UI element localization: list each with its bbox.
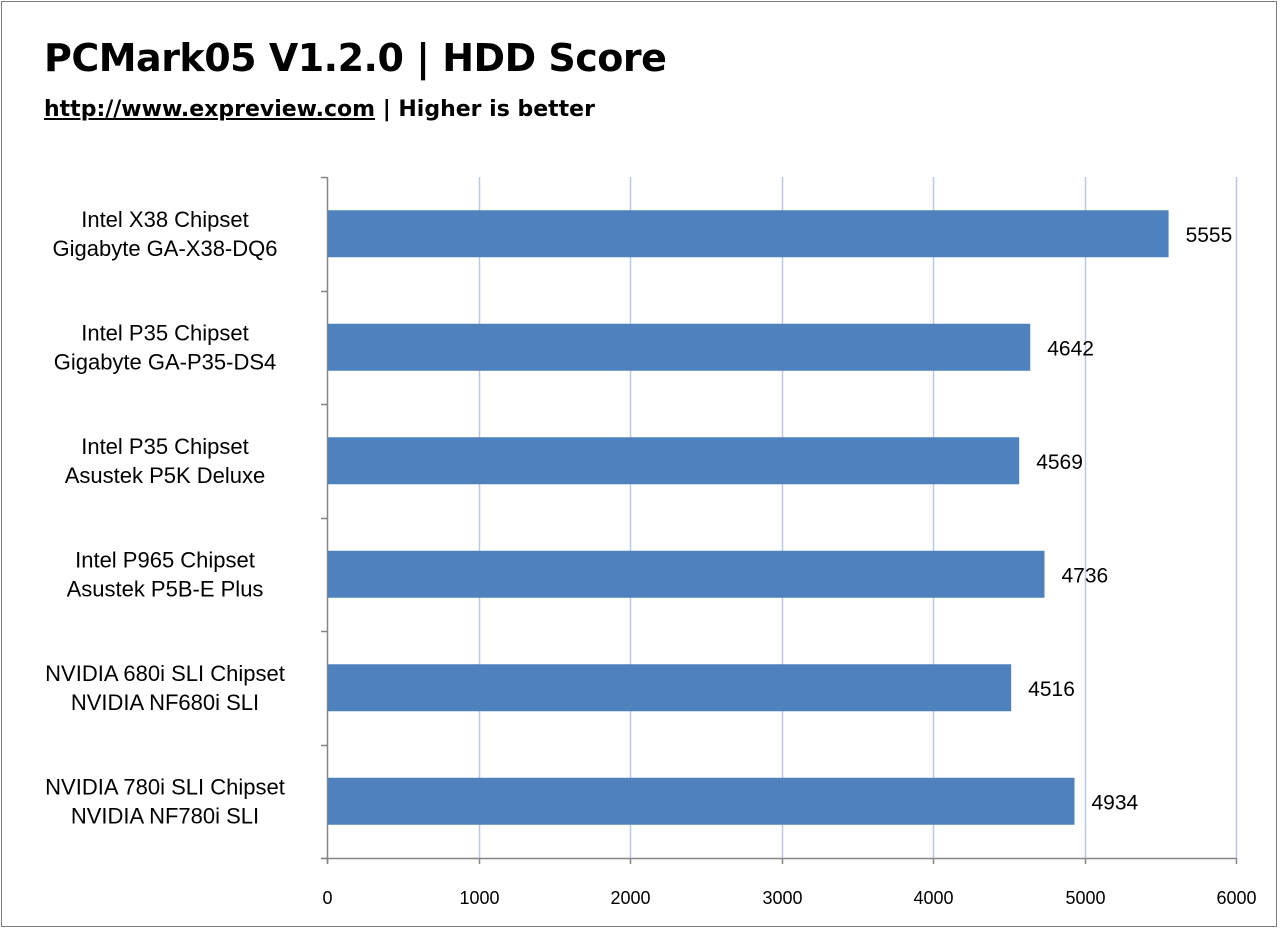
category-label: Asustek P5K Deluxe (65, 463, 266, 488)
x-tick-label: 3000 (762, 888, 802, 908)
bar[interactable] (328, 323, 1031, 371)
category-label: Intel P35 Chipset (81, 434, 249, 459)
category-label: Gigabyte GA-X38-DQ6 (53, 236, 278, 261)
x-tick-label: 2000 (610, 888, 650, 908)
bar[interactable] (328, 550, 1045, 598)
category-label: Gigabyte GA-P35-DS4 (54, 349, 277, 374)
bar[interactable] (328, 210, 1169, 258)
data-label: 4736 (1062, 564, 1109, 587)
category-label: NVIDIA NF780i SLI (71, 803, 259, 828)
category-label: NVIDIA 680i SLI Chipset (45, 661, 285, 686)
data-label: 5555 (1186, 224, 1233, 247)
data-label: 4516 (1028, 678, 1075, 701)
bar[interactable] (328, 437, 1020, 485)
x-tick-label: 1000 (459, 888, 499, 908)
x-tick-label: 5000 (1065, 888, 1105, 908)
category-label: Intel P35 Chipset (81, 320, 249, 345)
category-label: Intel P965 Chipset (75, 547, 255, 572)
source-link[interactable]: http://www.expreview.com (44, 97, 376, 122)
bar[interactable] (328, 664, 1012, 712)
subtitle-note: | Higher is better (375, 97, 595, 122)
category-label: Intel X38 Chipset (81, 207, 249, 232)
x-tick-label: 6000 (1216, 888, 1256, 908)
category-label: NVIDIA NF680i SLI (71, 690, 259, 715)
x-tick-label: 0 (322, 888, 332, 908)
data-label: 4642 (1047, 337, 1094, 360)
category-label: Asustek P5B-E Plus (67, 576, 264, 601)
chart-title: PCMark05 V1.2.0 | HDD Score (44, 36, 667, 80)
chart-subtitle: http://www.expreview.com | Higher is bet… (44, 97, 595, 122)
category-label: NVIDIA 780i SLI Chipset (45, 774, 285, 799)
x-tick-label: 4000 (913, 888, 953, 908)
bar[interactable] (328, 777, 1075, 825)
data-label: 4569 (1036, 451, 1083, 474)
data-label: 4934 (1092, 791, 1139, 814)
